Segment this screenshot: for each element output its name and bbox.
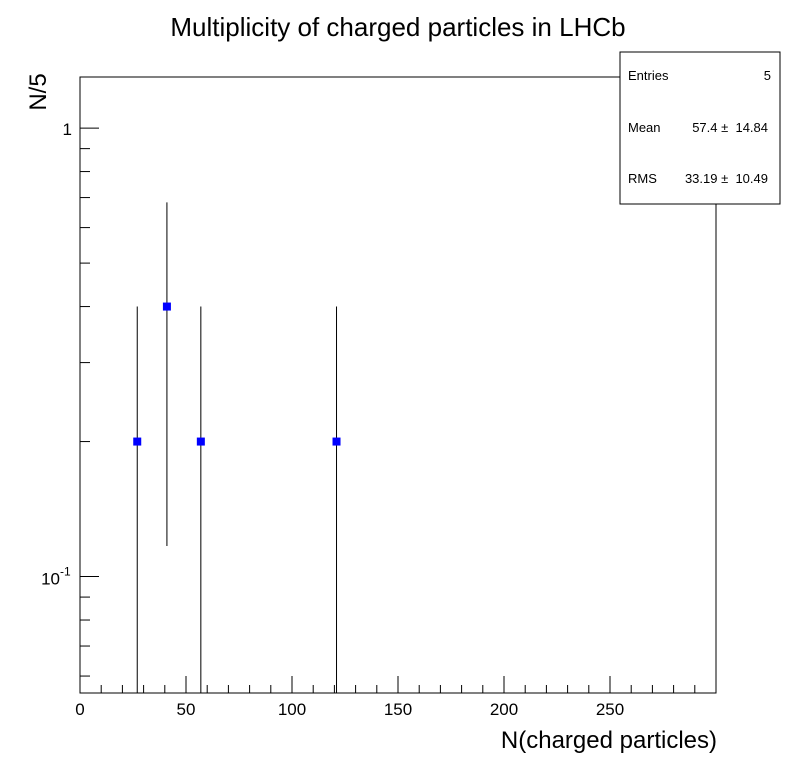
chart-title: Multiplicity of charged particles in LHC… [170, 12, 625, 42]
error-bars [136, 202, 338, 693]
x-axis-tick-labels: 0 50 100 150 200 250 [75, 700, 624, 719]
y-tick-label: 1 [63, 120, 72, 139]
y-axis-tick-labels: 10 -1 1 [41, 120, 72, 588]
y-tick-label: 10 [41, 570, 60, 589]
stats-rms-value: 33.19 ± 10.49 [685, 171, 768, 186]
stats-mean-value: 57.4 ± 14.84 [692, 120, 768, 135]
stats-box-frame [619, 51, 781, 205]
x-tick-label: 200 [490, 700, 518, 719]
stats-rms-label: RMS [628, 171, 657, 186]
stats-entries-label: Entries [628, 68, 669, 83]
y-axis-ticks [80, 127, 99, 677]
x-tick-label: 150 [384, 700, 412, 719]
x-tick-label: 250 [596, 700, 624, 719]
x-tick-label: 0 [75, 700, 84, 719]
x-axis-label: N(charged particles) [501, 727, 717, 754]
data-markers [133, 302, 341, 446]
x-axis-ticks [79, 676, 696, 693]
data-point [332, 437, 341, 446]
y-axis-label: N/5 [25, 73, 52, 110]
x-tick-label: 100 [278, 700, 306, 719]
data-point [196, 437, 205, 446]
stats-entries-value: 5 [764, 68, 771, 83]
stats-box: Entries 5 Mean 57.4 ± 14.84 RMS 33.19 ± … [619, 51, 781, 205]
y-tick-label-exponent: -1 [60, 565, 71, 579]
x-tick-label: 50 [177, 700, 196, 719]
stats-mean-label: Mean [628, 120, 661, 135]
data-point [133, 437, 142, 446]
data-point [162, 302, 171, 311]
